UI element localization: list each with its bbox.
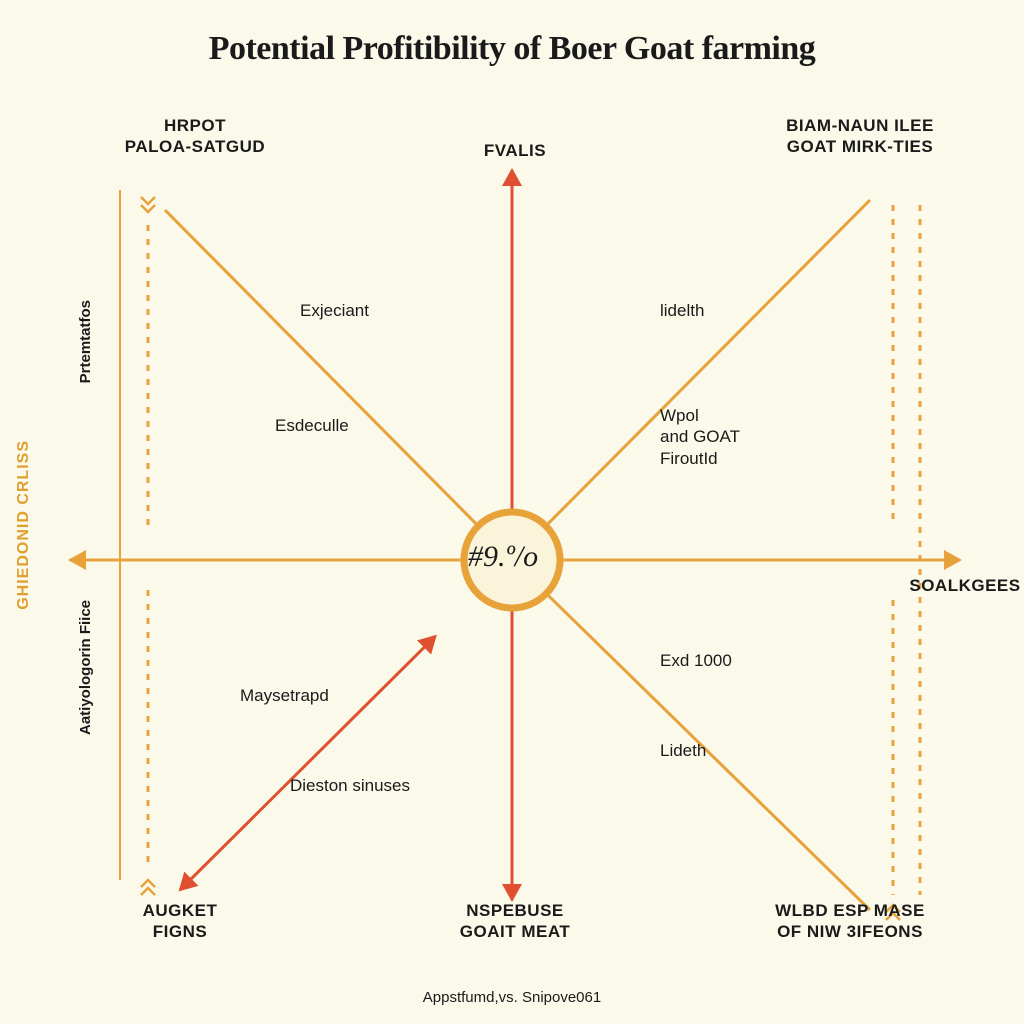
annotation-label: Dieston sinuses [290, 775, 410, 796]
center-value: #9.º/o [468, 540, 538, 574]
annotation-label: Wpoland GOATFiroutId [660, 405, 740, 469]
annotation-label: Maysetrapd [240, 685, 329, 706]
endpoint-label-bot: NSPEBUSEGOAIT MEAT [415, 900, 615, 943]
endpoint-label-top: FVALIS [440, 140, 590, 161]
endpoint-label-top_left: HRPOTPALOA-SATGUD [95, 115, 295, 158]
vertical-axis-label: Prtemtatfos [77, 300, 94, 383]
side-axis-label: GHIEDONID CRLISS [15, 440, 33, 610]
footer-caption: Appstfumd,vs. Snipove061 [0, 989, 1024, 1006]
annotation-label: Lideth [660, 740, 706, 761]
annotation-label: lidelth [660, 300, 704, 321]
annotation-label: Esdeculle [275, 415, 349, 436]
annotation-label: Exjeciant [300, 300, 369, 321]
endpoint-label-right: SOALKGEES [905, 575, 1024, 596]
endpoint-label-top_right: BIAM-NAUN ILEEGOAT MIRK-TIES [750, 115, 970, 158]
annotation-label: Exd 1000 [660, 650, 732, 671]
endpoint-label-bot_left: AUGKETFIGNS [105, 900, 255, 943]
endpoint-label-bot_right: WLBD ESP MASEOF NIW 3IFEONS [740, 900, 960, 943]
vertical-axis-label: Aatiyologorin Fiice [77, 600, 94, 735]
